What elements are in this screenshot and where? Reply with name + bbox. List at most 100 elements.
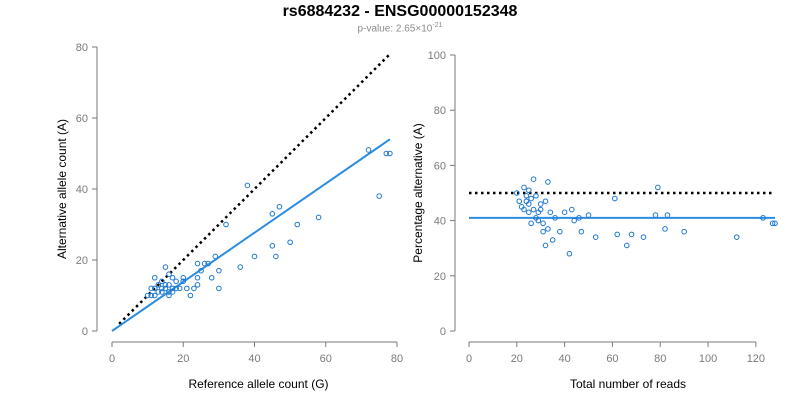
panel-1-data-point	[208, 274, 215, 281]
panel-2-data-point	[542, 198, 549, 205]
panel-1-x-tick-label: 40	[248, 353, 260, 365]
panel-1-data-point	[273, 253, 279, 260]
panel-1-data-point	[287, 239, 293, 246]
panel-2-data-point	[576, 215, 582, 221]
panel-1-data-point	[383, 150, 390, 157]
panel-1-x-tick-label: 60	[320, 353, 332, 365]
panel-2-data-point	[623, 242, 630, 249]
panel-1-data-point	[387, 150, 393, 157]
panel-1-data-point	[162, 264, 169, 270]
panel-1-y-tick-label: 80	[76, 42, 88, 54]
chart-title: rs6884232 - ENSG00000152348	[282, 3, 518, 20]
panel-2-data-point	[566, 250, 573, 257]
panel-1-data-point	[201, 260, 208, 267]
panel-2-y-tick-label: 100	[428, 50, 446, 62]
panel-2-data-point	[733, 234, 740, 240]
panel-2-data-point	[612, 195, 618, 202]
panel-1-data-point	[180, 278, 187, 285]
panel-2-data-point	[540, 228, 546, 235]
panel-2-data-point	[769, 220, 776, 227]
panel-2-data-point	[521, 184, 527, 191]
panel-2-data-point	[655, 184, 661, 191]
panel-1-y-tick-label: 0	[82, 326, 88, 338]
panel-2-data-point	[585, 212, 592, 218]
panel-1-y-tick-label: 60	[76, 113, 88, 125]
panel-2-data-point	[592, 234, 599, 240]
panel-1-data-point	[151, 285, 158, 292]
panel-1-data-point	[198, 267, 204, 274]
panel-1-data-point	[216, 285, 222, 292]
panel-1-data-point	[237, 264, 244, 270]
panel-2-data-point	[533, 192, 539, 199]
panel-1-data-point	[194, 282, 201, 288]
panel-1-reference-line	[118, 53, 391, 325]
panel-2-data-point	[557, 228, 563, 235]
panel-1-x-tick-label: 80	[391, 353, 403, 365]
panel-1-data-point	[151, 274, 158, 281]
panel-1-data-point	[315, 214, 322, 221]
panel-1-data-point	[159, 289, 165, 295]
panel-1-data-point	[180, 274, 187, 281]
panel-1-data-point	[148, 285, 154, 292]
panel-2-x-tick-label: 40	[559, 353, 571, 365]
panel-2-data-point	[772, 220, 778, 227]
panel-1-y-axis-label: Alternative allele count (A)	[55, 119, 69, 259]
panel-2-data-point	[571, 217, 577, 224]
panel-2-data-point	[568, 206, 575, 213]
panel-1-data-point	[151, 292, 158, 299]
panel-1-data-point	[184, 285, 190, 292]
panel-1-data-point	[251, 253, 258, 260]
panel-1-data-point	[269, 211, 276, 217]
panel-2-x-axis-label: Total number of reads	[570, 377, 686, 391]
panel-2-data-point	[681, 228, 687, 235]
panel-2-data-point	[545, 226, 551, 232]
panel-2-data-point	[549, 237, 556, 243]
panel-2-data-point	[525, 201, 532, 207]
panel-2-data-point	[540, 220, 546, 227]
panel-1-data-point	[169, 274, 176, 281]
panel-2-x-tick-label: 0	[466, 353, 472, 365]
panel-2-data-point	[552, 215, 558, 221]
panel-2-data-point	[561, 209, 568, 216]
panel-1-data-point	[223, 221, 229, 228]
panel-1-data-point	[194, 274, 201, 281]
panel-2-data-point	[537, 201, 544, 207]
panel-1-y-tick-label: 40	[76, 184, 88, 196]
panel-1-data-point	[269, 243, 276, 249]
chart-subtitle: p-value: 2.65×10-21	[0, 22, 800, 34]
panel-1-data-point	[191, 285, 197, 292]
panel-2-data-point	[664, 212, 671, 218]
panel-1-x-tick-label: 0	[109, 353, 115, 365]
panel-2-data-point	[528, 220, 534, 227]
p-value-text: p-value: 2.65×10	[357, 23, 433, 35]
panel-2-x-tick-label: 60	[606, 353, 618, 365]
panel-1-data-point	[166, 271, 172, 278]
panel-2-data-point	[628, 231, 635, 238]
panel-1-data-point	[144, 292, 151, 299]
panel-1-data-point	[216, 267, 222, 274]
panel-1-data-point	[162, 282, 169, 288]
panel-1-data-point	[155, 289, 162, 295]
panel-1-data-point	[169, 285, 176, 292]
p-value-exponent: -21	[432, 22, 443, 29]
panel-2-y-tick-label: 80	[434, 105, 446, 117]
panel-1-data-point	[166, 292, 172, 299]
panel-1-data-point	[244, 182, 251, 189]
panel-1-x-axis-label: Reference allele count (G)	[188, 377, 328, 391]
panel-2-y-tick-label: 40	[434, 216, 446, 228]
panel-2-data-point	[521, 206, 527, 213]
panel-2-data-point	[614, 231, 621, 238]
panel-1-data-point	[212, 253, 219, 260]
panel-2-data-point	[760, 215, 766, 221]
panel-1-data-point	[155, 282, 162, 288]
panel-2-data-point	[523, 192, 530, 199]
panel-1-data-point	[159, 285, 165, 292]
panel-1-data-point	[276, 203, 283, 210]
panel-2-data-point	[542, 242, 549, 249]
panel-2-x-tick-label: 120	[747, 353, 765, 365]
panel-1-data-point	[148, 292, 154, 299]
panel-2-x-tick-label: 20	[511, 353, 523, 365]
panel-1-data-point	[173, 278, 179, 285]
panel-2-data-point	[640, 234, 647, 240]
